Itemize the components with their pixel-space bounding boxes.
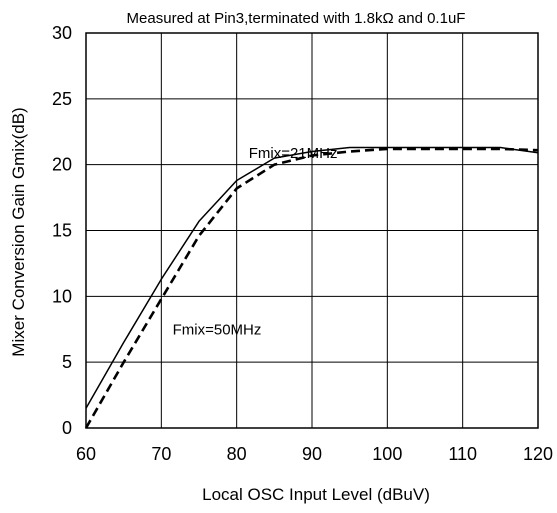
x-tick-label: 100 <box>372 444 402 464</box>
plot-frame <box>85 32 539 429</box>
grid <box>86 33 538 428</box>
x-tick-label: 60 <box>76 444 96 464</box>
x-tick-label: 80 <box>227 444 247 464</box>
series-group <box>84 146 539 429</box>
series-line-1 <box>85 146 539 409</box>
y-tick-labels: 0 5 10 15 20 25 30 <box>52 23 72 438</box>
series-line-2 <box>84 147 539 429</box>
y-tick-label: 5 <box>62 352 72 372</box>
x-tick-label: 110 <box>448 444 477 464</box>
y-tick-label: 15 <box>52 221 72 241</box>
chart-title: Measured at Pin3,terminated with 1.8kΩ a… <box>127 10 466 27</box>
y-tick-label: 0 <box>62 418 72 438</box>
x-tick-label: 90 <box>302 444 322 464</box>
x-tick-label: 70 <box>151 444 171 464</box>
x-tick-labels: 60 70 80 90 100 110 120 <box>76 444 553 464</box>
x-tick-label: 120 <box>523 444 553 464</box>
y-axis-title: Mixer Conversion Gain Gmix(dB) <box>9 107 28 356</box>
y-tick-label: 10 <box>52 286 72 306</box>
y-tick-label: 20 <box>52 155 72 175</box>
annotations: Fmix=21MHz Fmix=50MHz <box>173 145 338 338</box>
y-tick-label: 30 <box>52 23 72 43</box>
y-tick-label: 25 <box>52 89 72 109</box>
annotation-label-1: Fmix=21MHz <box>249 145 338 162</box>
annotation-label-2: Fmix=50MHz <box>173 321 262 338</box>
x-axis-title: Local OSC Input Level (dBuV) <box>202 485 430 504</box>
